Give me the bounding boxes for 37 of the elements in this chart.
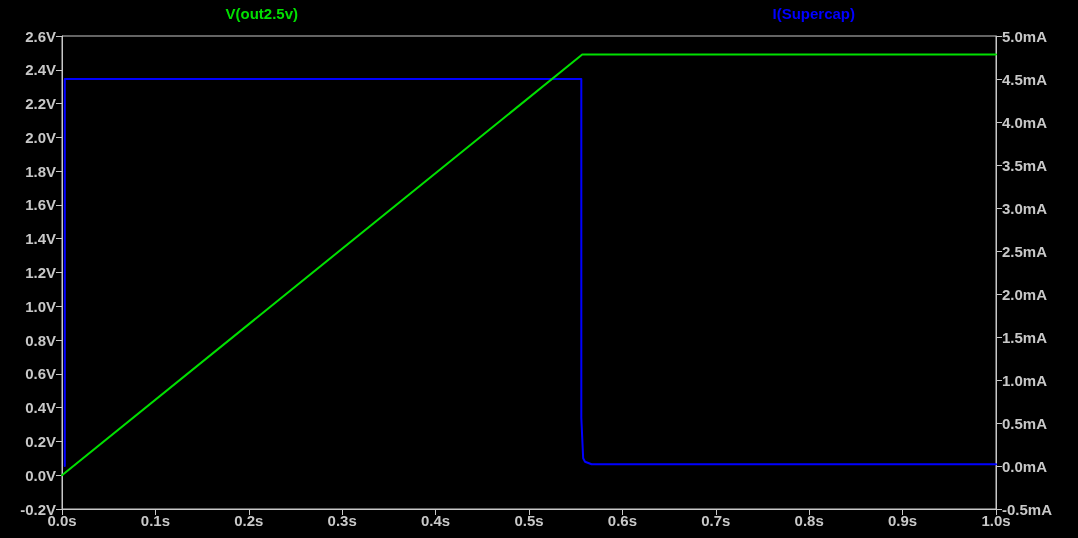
x-tick-label: 0.3s <box>327 512 357 529</box>
y-tick-label: 1.0V <box>25 297 56 315</box>
y2-tick-label: 2.0mA <box>1002 285 1048 303</box>
y-tick-label: 0.6V <box>25 365 56 383</box>
y2-tick-label: 5.0mA <box>1002 27 1048 45</box>
y-tick-label: 0.2V <box>25 432 56 450</box>
x-tick-label: 0.1s <box>140 512 170 529</box>
y2-tick-label: 4.0mA <box>1002 113 1048 131</box>
y2-tick-label: 0.0mA <box>1002 457 1048 475</box>
text: I(Supercap) <box>772 5 856 22</box>
text: V(out2.5v) <box>225 5 299 22</box>
y-tick-label: 2.4V <box>25 61 56 79</box>
y-tick-label: 2.2V <box>25 95 56 113</box>
y-tick-label: 2.6V <box>25 27 56 45</box>
y-tick-label: 2.0V <box>25 128 56 146</box>
y2-tick-label: 3.0mA <box>1002 199 1048 217</box>
y2-tick-label: 0.5mA <box>1002 414 1048 432</box>
y-tick-label: 1.2V <box>25 264 56 281</box>
y2-tick-label: 1.0mA <box>1002 371 1048 389</box>
x-tick-label: 0.7s <box>701 512 731 529</box>
y2-tick-label: 2.5mA <box>1002 242 1048 260</box>
y2-tick-label: -0.5mA <box>1002 500 1053 518</box>
y-tick-label: 1.4V <box>25 230 56 248</box>
x-tick-label: 0.4s <box>421 512 451 529</box>
y2-tick-label: 3.5mA <box>1002 156 1048 174</box>
y-tick-label: 0.8V <box>25 331 56 349</box>
y-tick-label: 1.8V <box>25 162 56 180</box>
x-tick-label: 0.2s <box>234 512 264 529</box>
y-tick-label: 0.0V <box>25 466 56 484</box>
x-tick-label: 0.9s <box>888 512 918 529</box>
y-tick-label: 0.4V <box>25 399 56 417</box>
y2-tick-label: 4.5mA <box>1002 70 1048 88</box>
x-tick-label: 0.5s <box>514 512 544 529</box>
y2-tick-label: 1.5mA <box>1002 328 1048 346</box>
x-tick-label: 0.8s <box>794 512 824 529</box>
y-tick-label: 1.6V <box>25 196 56 214</box>
x-tick-label: 0.6s <box>607 512 637 529</box>
